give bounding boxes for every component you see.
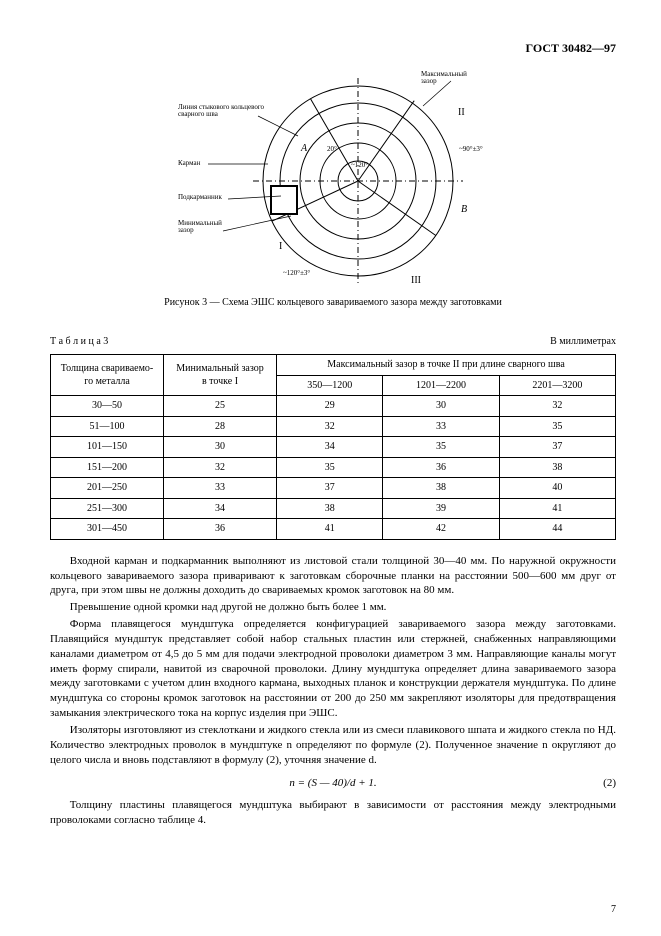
figure-caption: Рисунок 3 — Схема ЭШС кольцевого заварив… bbox=[50, 296, 616, 310]
table-cell: 38 bbox=[383, 478, 499, 499]
table-cell: 30 bbox=[164, 437, 277, 458]
table-cell: 36 bbox=[164, 519, 277, 540]
table-cell: 36 bbox=[383, 457, 499, 478]
diagram-label: ~120°±3° bbox=[283, 270, 310, 277]
document-id: ГОСТ 30482—97 bbox=[50, 40, 616, 56]
equation-number: (2) bbox=[603, 776, 616, 791]
table-row: 301—45036414244 bbox=[51, 519, 616, 540]
figure-3-diagram: Максимальныйзазор II Линия стыкового кольц… bbox=[173, 66, 493, 286]
table-cell: 37 bbox=[499, 437, 615, 458]
diagram-label: Линия стыкового кольцевогосварного шва bbox=[178, 104, 264, 118]
diagram-label: III bbox=[411, 276, 421, 286]
table-cell: 151—200 bbox=[51, 457, 164, 478]
table-cell: 34 bbox=[277, 437, 383, 458]
table-cell: 41 bbox=[277, 519, 383, 540]
table-row: 51—10028323335 bbox=[51, 416, 616, 437]
group-header: Максимальный зазор в точке II при длине … bbox=[277, 355, 616, 376]
table-cell: 37 bbox=[277, 478, 383, 499]
table-cell: 35 bbox=[277, 457, 383, 478]
table-label: Т а б л и ц а 3 bbox=[50, 335, 108, 349]
table-cell: 39 bbox=[383, 498, 499, 519]
table-cell: 33 bbox=[164, 478, 277, 499]
diagram-label: Подкарманник bbox=[178, 194, 222, 201]
table-cell: 41 bbox=[499, 498, 615, 519]
diagram-label: ~120° bbox=[351, 162, 368, 169]
body-text: Входной карман и подкарманник выполняют … bbox=[50, 554, 616, 828]
page-number: 7 bbox=[611, 903, 616, 917]
table-cell: 38 bbox=[277, 498, 383, 519]
table-cell: 32 bbox=[277, 416, 383, 437]
table-cell: 35 bbox=[499, 416, 615, 437]
table-cell: 42 bbox=[383, 519, 499, 540]
sub-header: 1201—2200 bbox=[383, 375, 499, 396]
paragraph: Толщину пластины плавящегося мундштука в… bbox=[50, 798, 616, 828]
table-cell: 40 bbox=[499, 478, 615, 499]
diagram-label: I bbox=[279, 242, 282, 252]
paragraph: Форма плавящегося мундштука определяется… bbox=[50, 617, 616, 721]
table-unit: В миллиметрах bbox=[550, 335, 616, 349]
diagram-label: II bbox=[458, 108, 465, 118]
table-cell: 201—250 bbox=[51, 478, 164, 499]
table-cell: 101—150 bbox=[51, 437, 164, 458]
paragraph: Изоляторы изготовляют из стеклоткани и ж… bbox=[50, 723, 616, 768]
table-cell: 28 bbox=[164, 416, 277, 437]
formula-expr: n = (S — 40)/d + 1. bbox=[289, 777, 376, 789]
table-cell: 32 bbox=[499, 396, 615, 417]
diagram-label: 20° bbox=[327, 146, 337, 153]
table-cell: 29 bbox=[277, 396, 383, 417]
col1-header: Толщина свариваемо-го металла bbox=[51, 355, 164, 396]
table-cell: 44 bbox=[499, 519, 615, 540]
diagram-label: ~90°±3° bbox=[459, 146, 483, 153]
table-row: 30—5025293032 bbox=[51, 396, 616, 417]
table-cell: 33 bbox=[383, 416, 499, 437]
sub-header: 2201—3200 bbox=[499, 375, 615, 396]
diagram-label: A bbox=[301, 144, 307, 154]
table-row: 201—25033373840 bbox=[51, 478, 616, 499]
diagram-label: B bbox=[461, 205, 467, 215]
table-cell: 32 bbox=[164, 457, 277, 478]
paragraph: Превышение одной кромки над другой не до… bbox=[50, 600, 616, 615]
table-cell: 25 bbox=[164, 396, 277, 417]
diagram-label: Максимальныйзазор bbox=[421, 71, 467, 85]
table-cell: 30—50 bbox=[51, 396, 164, 417]
paragraph: Входной карман и подкарманник выполняют … bbox=[50, 554, 616, 599]
table-row: 251—30034383941 bbox=[51, 498, 616, 519]
table-cell: 35 bbox=[383, 437, 499, 458]
diagram-label: Карман bbox=[178, 160, 200, 167]
sub-header: 350—1200 bbox=[277, 375, 383, 396]
table-row: 101—15030343537 bbox=[51, 437, 616, 458]
table-cell: 30 bbox=[383, 396, 499, 417]
table-cell: 251—300 bbox=[51, 498, 164, 519]
table-cell: 38 bbox=[499, 457, 615, 478]
formula-2: n = (S — 40)/d + 1. (2) bbox=[50, 776, 616, 791]
col2-header: Минимальный зазорв точке I bbox=[164, 355, 277, 396]
table-3: Толщина свариваемо-го металла Минимальны… bbox=[50, 354, 616, 540]
table-cell: 34 bbox=[164, 498, 277, 519]
table-cell: 51—100 bbox=[51, 416, 164, 437]
diagram-label: Минимальныйзазор bbox=[178, 220, 222, 234]
table-cell: 301—450 bbox=[51, 519, 164, 540]
table-row: 151—20032353638 bbox=[51, 457, 616, 478]
